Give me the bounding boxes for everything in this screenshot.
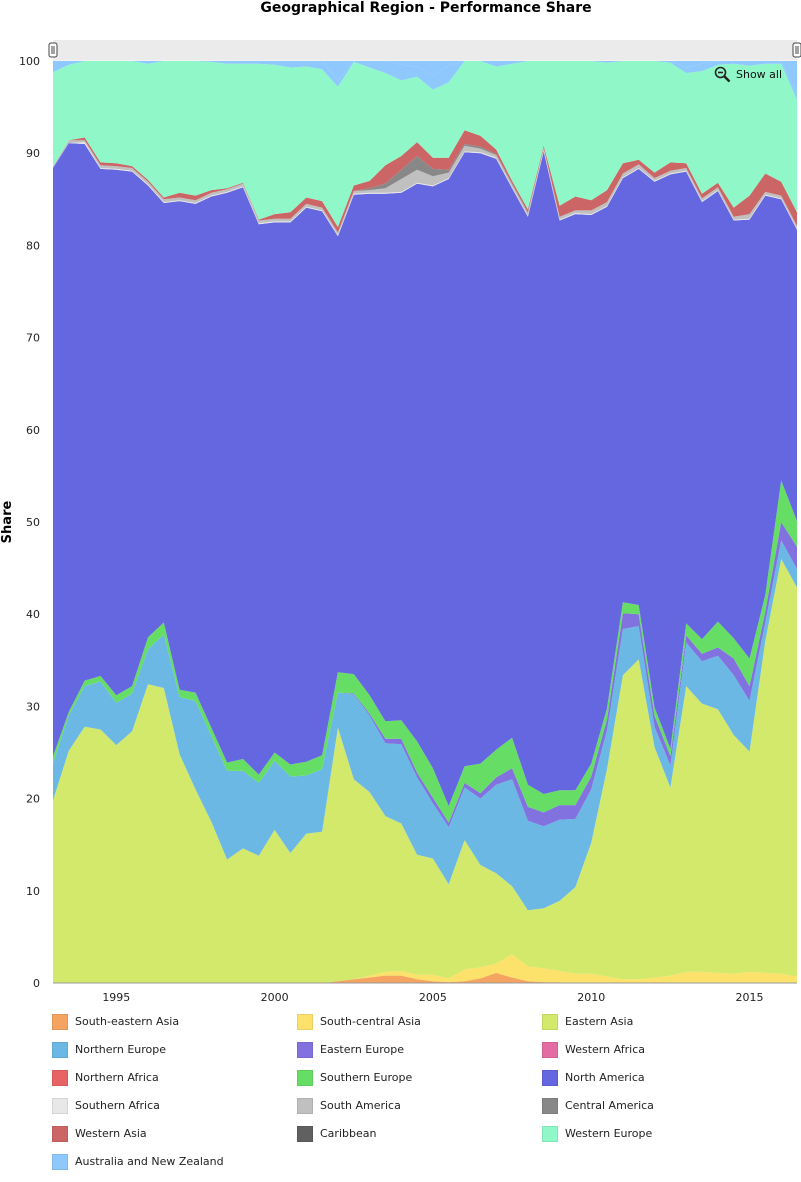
legend-item[interactable]: Australia and New Zealand <box>52 1154 224 1182</box>
legend-swatch <box>52 1070 68 1086</box>
x-tick-label: 1995 <box>102 991 130 1004</box>
legend-label: Southern Africa <box>75 1099 160 1112</box>
legend-item[interactable]: South-central Asia <box>297 1014 421 1042</box>
y-tick-label: 60 <box>26 424 40 437</box>
legend-item[interactable]: Southern Africa <box>52 1098 160 1126</box>
legend-swatch <box>297 1014 313 1030</box>
y-tick-label: 30 <box>26 700 40 713</box>
plot-areas <box>53 61 797 983</box>
show-all-button[interactable]: Show all <box>714 66 782 83</box>
legend-label: South America <box>320 1099 401 1112</box>
scrollbar-left-grip[interactable] <box>48 42 58 58</box>
y-tick-label: 90 <box>26 147 40 160</box>
area-northern-europe[interactable] <box>53 540 797 911</box>
y-axis-label: Share <box>0 501 15 544</box>
area-western-europe[interactable] <box>53 61 797 227</box>
scrollbar-track[interactable] <box>53 40 797 60</box>
legend-label: Southern Europe <box>320 1071 413 1084</box>
area-top-remainder <box>53 61 797 95</box>
legend-item[interactable]: Eastern Europe <box>297 1042 404 1070</box>
area-south-eastern-asia[interactable] <box>53 972 797 983</box>
y-tick-label: 0 <box>33 977 40 990</box>
legend-label: Eastern Asia <box>565 1015 634 1028</box>
area-north-america[interactable] <box>53 143 797 807</box>
legend-label: Western Europe <box>565 1127 653 1140</box>
zoom-out-icon <box>714 66 731 83</box>
legend-label: North America <box>565 1071 645 1084</box>
legend-item[interactable]: Caribbean <box>297 1126 376 1154</box>
scrollbar-right-grip[interactable] <box>792 42 801 58</box>
area-eastern-asia[interactable] <box>53 558 797 983</box>
chart-title: Geographical Region - Performance Share <box>260 0 591 16</box>
legend-item[interactable]: Central America <box>542 1098 654 1126</box>
show-all-label: Show all <box>736 68 783 81</box>
legend-swatch <box>52 1126 68 1142</box>
legend-swatch <box>52 1042 68 1058</box>
area-western-asia[interactable] <box>53 130 797 233</box>
legend-swatch <box>542 1126 558 1142</box>
legend-label: Western Africa <box>565 1043 645 1056</box>
legend-label: Central America <box>565 1099 654 1112</box>
legend-label: South-eastern Asia <box>75 1015 180 1028</box>
y-tick-label: 10 <box>26 885 40 898</box>
legend-label: Caribbean <box>320 1127 377 1140</box>
y-tick-label: 100 <box>19 55 40 68</box>
area-australia-and-new-zealand[interactable] <box>53 61 797 100</box>
legend-label: Northern Africa <box>75 1071 159 1084</box>
legend-swatch <box>297 1098 313 1114</box>
legend-swatch <box>52 1098 68 1114</box>
x-tick-label: 2005 <box>419 991 447 1004</box>
legend-item[interactable]: North America <box>542 1070 645 1098</box>
legend-label: Eastern Europe <box>320 1043 404 1056</box>
legend-swatch <box>542 1014 558 1030</box>
legend-item[interactable]: Western Asia <box>52 1126 147 1154</box>
y-tick-label: 40 <box>26 608 40 621</box>
axes: 0 10 20 30 40 50 60 70 80 90 100 1995 2000 2005 2010 20… <box>19 55 797 1004</box>
x-tick-label: 2015 <box>736 991 764 1004</box>
area-south-central-asia[interactable] <box>53 954 797 983</box>
x-tick-label: 2010 <box>577 991 605 1004</box>
legend-label: South-central Asia <box>320 1015 421 1028</box>
legend-item[interactable]: Northern Europe <box>52 1042 166 1070</box>
legend-swatch <box>297 1042 313 1058</box>
y-tick-label: 70 <box>26 332 40 345</box>
x-tick-label: 2000 <box>261 991 289 1004</box>
legend-label: Northern Europe <box>75 1043 167 1056</box>
legend-swatch <box>297 1126 313 1142</box>
legend-label: Australia and New Zealand <box>75 1155 224 1168</box>
legend-swatch <box>52 1154 68 1170</box>
y-tick-label: 20 <box>26 793 40 806</box>
legend-swatch <box>542 1070 558 1086</box>
legend-label: Western Asia <box>75 1127 147 1140</box>
y-tick-label: 50 <box>26 516 40 529</box>
legend-item[interactable]: Western Africa <box>542 1042 645 1070</box>
legend-swatch <box>542 1042 558 1058</box>
legend-item[interactable]: South America <box>297 1098 401 1126</box>
legend-swatch <box>297 1070 313 1086</box>
legend-swatch <box>542 1098 558 1114</box>
legend-item[interactable]: Eastern Asia <box>542 1014 633 1042</box>
legend-item[interactable]: Northern Africa <box>52 1070 159 1098</box>
zoom-scrollbar[interactable] <box>48 40 801 60</box>
legend-item[interactable]: Southern Europe <box>297 1070 412 1098</box>
legend-swatch <box>52 1014 68 1030</box>
legend-item[interactable]: South-eastern Asia <box>52 1014 179 1042</box>
legend-item[interactable]: Western Europe <box>542 1126 652 1154</box>
y-tick-label: 80 <box>26 239 40 252</box>
